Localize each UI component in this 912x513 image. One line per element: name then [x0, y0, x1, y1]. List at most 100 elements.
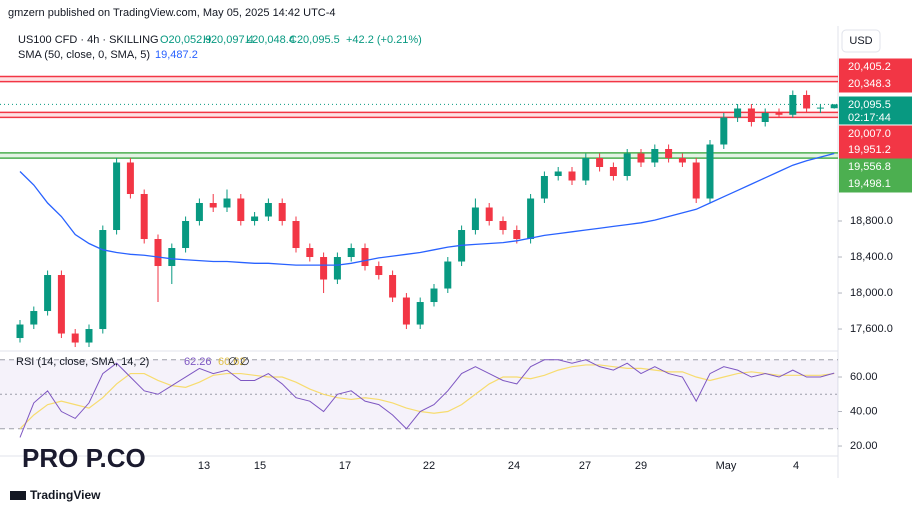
ohlc-value: +42.2 (+0.21%): [346, 34, 422, 46]
symbol: US100 CFD · 4h · SKILLING: [18, 34, 159, 46]
currency: USD: [849, 35, 872, 47]
rsi-na: ∅: [240, 356, 250, 368]
rsi-na: ∅: [228, 356, 238, 368]
level-label: 20,007.0: [848, 128, 891, 140]
candle-body: [278, 203, 286, 222]
level-label: 19,498.1: [848, 178, 891, 190]
candle-body: [568, 171, 576, 181]
rsi-title: RSI (14, close, SMA, 14, 2): [16, 356, 149, 368]
candle-body: [209, 203, 217, 208]
ohlc-value: C20,095.5: [289, 34, 340, 46]
rsi-tick-label: 60.00: [850, 371, 878, 383]
ohlc-value: H20,097.4: [203, 34, 254, 46]
level-label-box: [839, 175, 912, 193]
footer: TradingView: [30, 488, 101, 502]
candle-body: [333, 257, 341, 280]
candle-body: [168, 248, 176, 267]
candle-body: [361, 248, 369, 267]
candle-body: [485, 207, 493, 222]
rsi-ma-line: [19, 364, 835, 430]
candle-body: [637, 153, 645, 163]
published-line: gmzern published on TradingView.com, May…: [8, 7, 336, 19]
x-tick-label: 17: [339, 460, 351, 472]
candle-body: [237, 198, 245, 222]
watermark: PRO P.CO: [22, 443, 146, 473]
candle-body: [665, 148, 673, 158]
candle-body: [623, 153, 631, 177]
tv-logo: [10, 491, 26, 500]
x-tick-label: May: [716, 460, 737, 472]
candle-body: [444, 261, 452, 289]
level-label-box: [839, 158, 912, 176]
candle-body: [292, 221, 300, 249]
level-label-box: [839, 141, 912, 159]
x-tick-label: 13: [198, 460, 210, 472]
candle-body: [375, 266, 383, 276]
candle-body: [499, 221, 507, 231]
y-tick-label: 17,600.0: [850, 323, 893, 335]
x-tick-label: 27: [579, 460, 591, 472]
candle-body: [554, 171, 562, 177]
candle-body: [830, 104, 838, 109]
candle-body: [113, 162, 121, 231]
candle-body: [775, 112, 783, 115]
candle-body: [596, 158, 604, 168]
candle-body: [126, 162, 134, 195]
candle-body: [430, 288, 438, 303]
candle-body: [540, 176, 548, 199]
level-label-box: [839, 125, 912, 143]
candle-body: [347, 248, 355, 258]
level-label-box: [839, 96, 912, 125]
candle-body: [747, 108, 755, 122]
candle-body: [416, 302, 424, 325]
rsi-ma-last: 60.62: [218, 356, 246, 368]
zone: [0, 112, 838, 118]
candle-body: [44, 275, 52, 312]
candle-body: [803, 94, 811, 109]
x-tick-label: 29: [635, 460, 647, 472]
level-label-box: [839, 58, 912, 76]
candle-body: [706, 144, 714, 199]
level-label: 20,405.2: [848, 61, 891, 73]
sma-title: SMA (50, close, 0, SMA, 5): [18, 49, 150, 61]
candle-body: [761, 112, 769, 122]
countdown: 02:17:44: [848, 112, 891, 124]
candle-body: [320, 257, 328, 280]
ohlc-value: O20,052.9: [160, 34, 211, 46]
level-label: 20,095.5: [848, 99, 891, 111]
candle-body: [651, 148, 659, 163]
level-label: 19,951.2: [848, 144, 891, 156]
rsi-band: [0, 359, 838, 429]
level-label-box: [839, 75, 912, 93]
x-tick-label: 4: [793, 460, 799, 472]
candle-body: [85, 329, 93, 343]
candle-body: [251, 216, 259, 222]
candle-body: [692, 162, 700, 199]
candle-body: [513, 230, 521, 240]
candle-body: [609, 167, 617, 177]
x-tick-label: 24: [508, 460, 520, 472]
ohlc-value: L20,048.4: [246, 34, 295, 46]
candle-body: [30, 311, 38, 325]
candle-body: [720, 117, 728, 145]
candle-body: [195, 203, 203, 222]
y-tick-label: 18,000.0: [850, 287, 893, 299]
y-tick-label: 18,400.0: [850, 251, 893, 263]
candle-body: [306, 248, 314, 258]
x-tick-label: 15: [254, 460, 266, 472]
sma-last: 19,487.2: [155, 49, 198, 61]
candle-body: [71, 333, 79, 343]
zone: [0, 152, 838, 159]
candle-body: [734, 108, 742, 118]
currency-box[interactable]: [841, 29, 881, 53]
candle-body: [527, 198, 535, 240]
candle-body: [223, 198, 231, 208]
candle-body: [402, 297, 410, 325]
candle-body: [816, 107, 824, 109]
candle-body: [140, 194, 148, 240]
candle-body: [57, 275, 65, 334]
candle-body: [789, 94, 797, 115]
sma-line: [19, 152, 835, 266]
rsi-tick-label: 20.00: [850, 440, 878, 452]
